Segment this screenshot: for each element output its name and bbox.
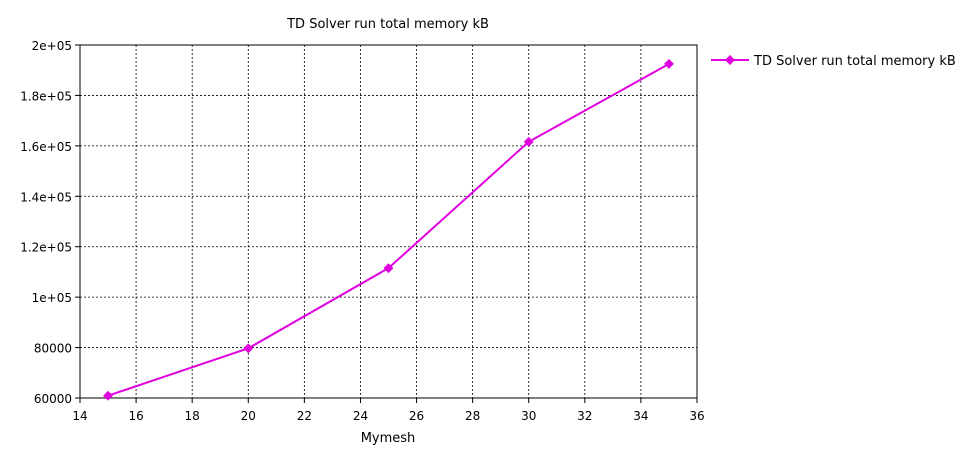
x-tick-label: 18	[185, 409, 200, 423]
x-tick-label: 20	[241, 409, 256, 423]
legend-marker-swatch	[725, 55, 735, 65]
axis-ticks: 14 16 18 20 22 24 26 28 30 32 34 36 60000 80000 1e+05 1…	[20, 39, 704, 423]
y-tick-label: 1.4e+05	[20, 190, 72, 204]
x-tick-label: 36	[689, 409, 704, 423]
y-tick-label: 1.8e+05	[20, 89, 72, 103]
x-tick-label: 34	[633, 409, 648, 423]
legend: TD Solver run total memory kB	[711, 54, 956, 69]
data-point-marker	[243, 343, 254, 354]
y-tick-label: 80000	[34, 342, 72, 356]
data-point-marker	[103, 390, 113, 401]
y-tick-label: 1.6e+05	[20, 140, 72, 154]
data-point-marker	[664, 58, 674, 69]
x-tick-label: 22	[297, 409, 312, 423]
series-layer	[103, 58, 674, 401]
x-tick-label: 24	[353, 409, 368, 423]
chart-title: TD Solver run total memory kB	[286, 17, 489, 32]
x-tick-label: 26	[409, 409, 424, 423]
x-axis-label: Mymesh	[361, 431, 416, 446]
data-point-marker	[523, 136, 534, 147]
grid-lines	[80, 45, 697, 398]
x-tick-label: 16	[128, 409, 143, 423]
y-tick-label: 1.2e+05	[20, 241, 72, 255]
y-tick-label: 1e+05	[32, 291, 72, 305]
x-tick-label: 28	[465, 409, 480, 423]
x-tick-label: 32	[577, 409, 592, 423]
x-tick-label: 14	[72, 409, 87, 423]
y-tick-label: 60000	[34, 392, 72, 406]
legend-item-label: TD Solver run total memory kB	[753, 54, 956, 69]
x-tick-label: 30	[521, 409, 536, 423]
y-tick-label: 2e+05	[32, 39, 72, 53]
plot-area	[79, 44, 698, 399]
data-point-marker	[383, 263, 394, 274]
